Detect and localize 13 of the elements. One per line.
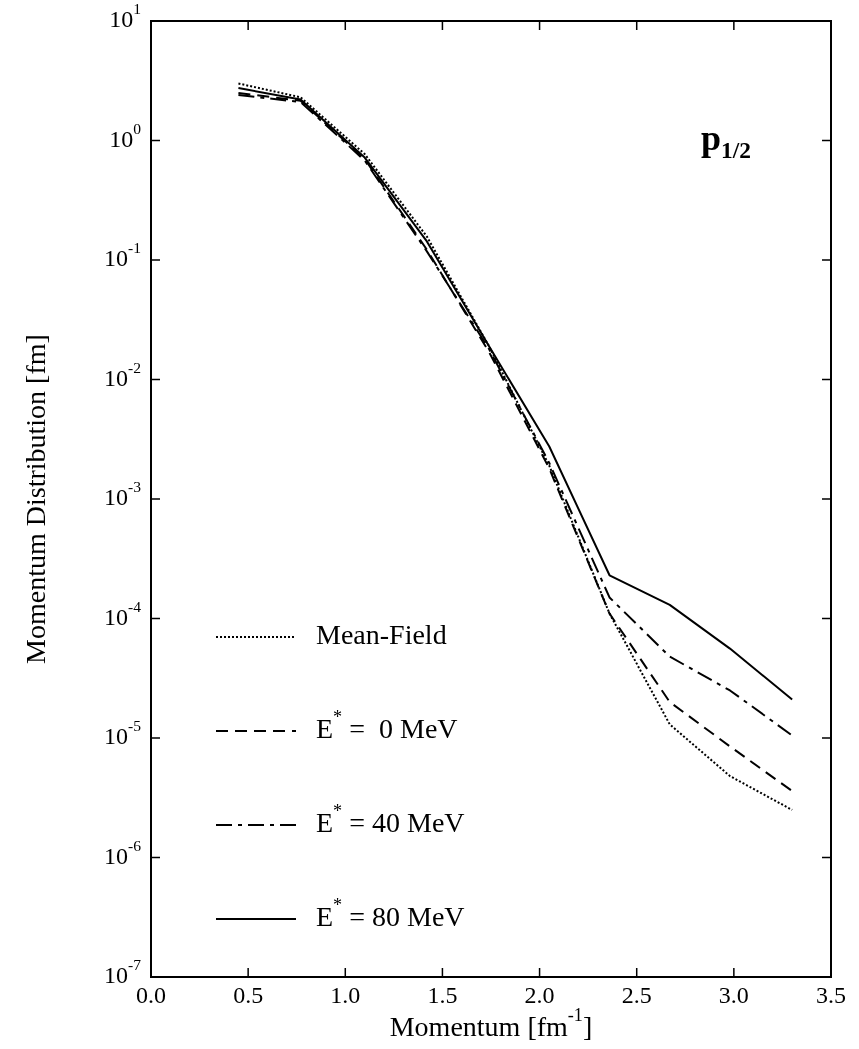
legend-label: E* = 40 MeV <box>316 801 465 839</box>
legend-label: Mean-Field <box>316 619 447 651</box>
x-tick-label: 0.5 <box>233 982 264 1009</box>
x-tick-label: 0.0 <box>136 982 166 1009</box>
x-tick-label: 3.0 <box>718 982 749 1009</box>
x-tick-label: 1.5 <box>427 982 458 1009</box>
x-tick-label: 2.5 <box>621 982 652 1009</box>
y-axis-title: Momentum Distribution [fm] <box>20 334 52 664</box>
legend-label: E* = 0 MeV <box>316 707 458 745</box>
x-tick-label: 1.0 <box>330 982 361 1009</box>
x-tick-label: 2.0 <box>524 982 555 1009</box>
legend-label: E* = 80 MeV <box>316 895 465 933</box>
x-tick-label: 3.5 <box>816 982 846 1009</box>
